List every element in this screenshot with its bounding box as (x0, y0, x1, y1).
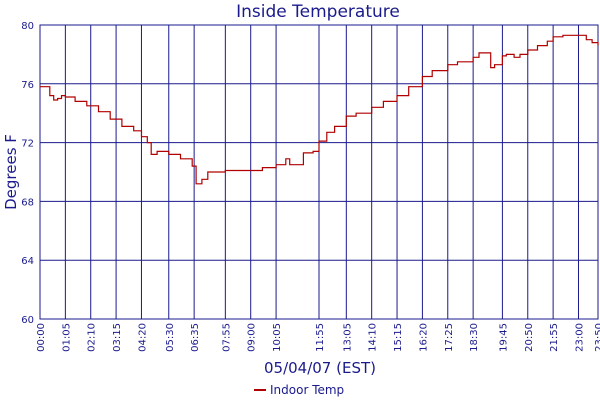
series-line-indoor-temp (40, 34, 599, 185)
x-tick-label: 14:10 (368, 323, 379, 352)
series-layer (40, 34, 599, 185)
x-tick-label: 16:20 (418, 323, 429, 352)
x-tick-label: 23:50 (594, 323, 600, 352)
x-tick-label: 13:05 (342, 323, 353, 352)
x-tick-label: 20:50 (524, 323, 535, 352)
x-tick-label: 11:55 (315, 323, 326, 352)
x-tick-label: 06:35 (190, 323, 201, 352)
x-tick-label: 00:00 (36, 323, 47, 352)
y-tick-label: 64 (21, 256, 34, 267)
x-tick-label: 07:55 (221, 323, 232, 352)
x-tick-label: 04:20 (137, 323, 148, 352)
grid (39, 24, 599, 320)
x-tick-label: 23:00 (574, 323, 585, 352)
x-tick-label: 19:45 (498, 323, 509, 352)
y-tick-label: 68 (21, 197, 34, 208)
legend: Indoor Temp (254, 383, 344, 397)
y-tick-label: 60 (21, 315, 34, 326)
x-tick-label: 10:05 (272, 323, 283, 352)
y-tick-label: 76 (21, 80, 34, 91)
x-tick-label: 21:55 (549, 323, 560, 352)
x-tick-label: 01:05 (61, 323, 72, 352)
y-tick-label: 72 (21, 139, 34, 150)
y-tick-label: 80 (21, 21, 34, 32)
x-tick-label: 05:30 (165, 323, 176, 352)
x-axis-label: 05/04/07 (EST) (264, 359, 376, 377)
legend-label: Indoor Temp (270, 383, 344, 397)
x-tick-label: 02:10 (87, 323, 98, 352)
x-tick-label: 17:25 (444, 323, 455, 352)
chart-title: Inside Temperature (236, 2, 400, 22)
x-tick-label: 15:15 (393, 323, 404, 352)
x-tick-labels: 00:00 01:05 02:10 03:15 04:20 05:30 06:35 07:55… (36, 323, 600, 352)
y-axis-label: Degrees F (2, 134, 20, 210)
x-tick-label: 03:15 (112, 323, 123, 352)
x-tick-label: 09:00 (247, 323, 258, 352)
x-tick-label: 18:30 (469, 323, 480, 352)
y-tick-labels: 60 64 68 72 76 80 (21, 21, 34, 326)
